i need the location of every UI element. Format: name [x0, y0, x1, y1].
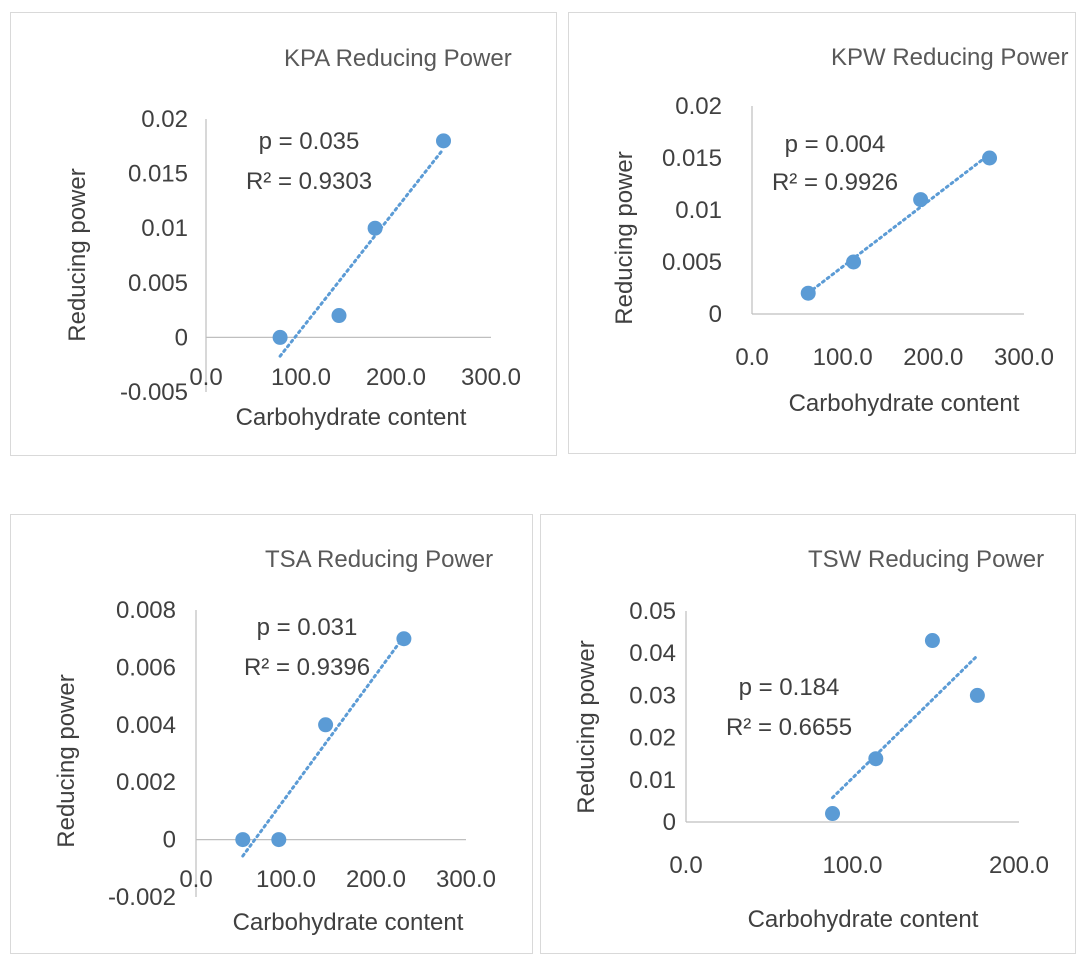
y-tick-label: 0.005	[662, 249, 722, 276]
data-point	[868, 751, 884, 767]
data-point	[396, 631, 412, 647]
r-squared-label: R² = 0.9396	[244, 654, 370, 681]
x-tick-label: 300.0	[994, 344, 1054, 371]
y-tick-label: 0.01	[141, 215, 188, 242]
data-point	[924, 633, 940, 649]
x-tick-label: 0.0	[735, 344, 768, 371]
y-axis-title: Reducing power	[64, 168, 91, 341]
chart-svg-kpa: KPA Reducing Power -0.005 0 0.005 0.01 0.015 0…	[64, 45, 521, 431]
y-axis-title: Reducing power	[611, 151, 638, 324]
chart-panel-kpa: KPA Reducing Power -0.005 0 0.005 0.01 0.015 0…	[10, 12, 557, 456]
x-axis-title: Carbohydrate content	[233, 909, 464, 936]
y-tick-label: 0.01	[675, 197, 722, 224]
p-value-label: p = 0.184	[739, 674, 840, 701]
y-tick-label: 0	[663, 809, 676, 836]
p-value-label: p = 0.004	[785, 131, 886, 158]
y-tick-label: 0	[163, 827, 176, 854]
chart-title: KPW Reducing Power	[831, 44, 1068, 71]
data-point	[318, 717, 334, 733]
y-tick-label: 0.015	[128, 161, 188, 188]
trendline	[278, 147, 445, 358]
y-tick-label: 0.02	[141, 106, 188, 133]
y-tick-label: 0.005	[128, 270, 188, 297]
p-value-label: p = 0.035	[259, 128, 360, 155]
data-point	[846, 254, 862, 270]
y-tick-label: 0.002	[116, 769, 176, 796]
x-tick-label: 0.0	[179, 866, 212, 893]
y-tick-label: -0.005	[120, 379, 188, 406]
y-tick-label: 0.008	[116, 597, 176, 624]
x-tick-label: 100.0	[813, 344, 873, 371]
y-axis-title: Reducing power	[53, 674, 80, 847]
y-tick-label: 0.015	[662, 145, 722, 172]
chart-panel-tsw: TSW Reducing Power 0 0.01 0.02 0.03 0.04 0.05 0…	[540, 514, 1076, 954]
chart-panel-tsa: TSA Reducing Power -0.002 0 0.002 0.004 0.006…	[10, 514, 533, 954]
y-tick-label: 0	[175, 324, 188, 351]
p-value-label: p = 0.031	[257, 614, 358, 641]
data-point	[825, 806, 841, 822]
data-point	[235, 832, 251, 848]
data-point	[436, 133, 451, 149]
r-squared-label: R² = 0.9303	[246, 168, 372, 195]
y-axis-title: Reducing power	[573, 640, 600, 813]
y-tick-label: 0.02	[675, 93, 722, 120]
trendline	[806, 152, 992, 295]
trendline	[241, 635, 406, 858]
data-point	[331, 308, 347, 324]
chart-title: TSA Reducing Power	[265, 546, 493, 573]
x-tick-label: 100.0	[271, 364, 331, 391]
y-tick-label: 0.04	[629, 640, 676, 667]
data-point	[271, 832, 287, 848]
x-tick-label: 100.0	[822, 852, 882, 879]
x-tick-label: 0.0	[669, 852, 702, 879]
y-tick-label: 0.006	[116, 654, 176, 681]
x-tick-label: 200.0	[366, 364, 426, 391]
x-tick-label: 200.0	[989, 852, 1049, 879]
x-axis-title: Carbohydrate content	[236, 404, 467, 431]
data-point	[272, 329, 288, 345]
x-tick-label: 200.0	[346, 866, 406, 893]
chart-svg-kpw: KPW Reducing Power 0 0.005 0.01 0.015 0.02 0.0…	[611, 44, 1068, 417]
x-axis-title: Carbohydrate content	[748, 906, 979, 933]
data-point	[913, 192, 929, 208]
y-tick-label: 0.05	[629, 598, 676, 625]
trendline	[831, 654, 979, 800]
x-tick-label: 0.0	[189, 364, 222, 391]
chart-title: KPA Reducing Power	[284, 45, 512, 72]
x-tick-label: 100.0	[256, 866, 316, 893]
chart-svg-tsa: TSA Reducing Power -0.002 0 0.002 0.004 0.006…	[53, 546, 496, 936]
x-tick-label: 300.0	[461, 364, 521, 391]
data-point	[367, 220, 383, 236]
x-tick-label: 300.0	[436, 866, 496, 893]
y-tick-label: 0	[709, 301, 722, 328]
y-tick-label: 0.02	[629, 725, 676, 752]
chart-title: TSW Reducing Power	[808, 546, 1044, 573]
y-tick-label: 0.03	[629, 682, 676, 709]
data-point	[969, 687, 985, 703]
x-tick-label: 200.0	[903, 344, 963, 371]
r-squared-label: R² = 0.6655	[726, 714, 852, 741]
y-tick-label: 0.004	[116, 712, 176, 739]
r-squared-label: R² = 0.9926	[772, 169, 898, 196]
data-point	[800, 285, 816, 301]
chart-svg-tsw: TSW Reducing Power 0 0.01 0.02 0.03 0.04 0.05 0…	[573, 546, 1049, 933]
chart-panel-kpw: KPW Reducing Power 0 0.005 0.01 0.015 0.02 0.0…	[568, 12, 1076, 454]
y-tick-label: 0.01	[629, 767, 676, 794]
x-axis-title: Carbohydrate content	[789, 390, 1020, 417]
data-point	[982, 150, 998, 166]
y-tick-label: -0.002	[108, 884, 176, 911]
